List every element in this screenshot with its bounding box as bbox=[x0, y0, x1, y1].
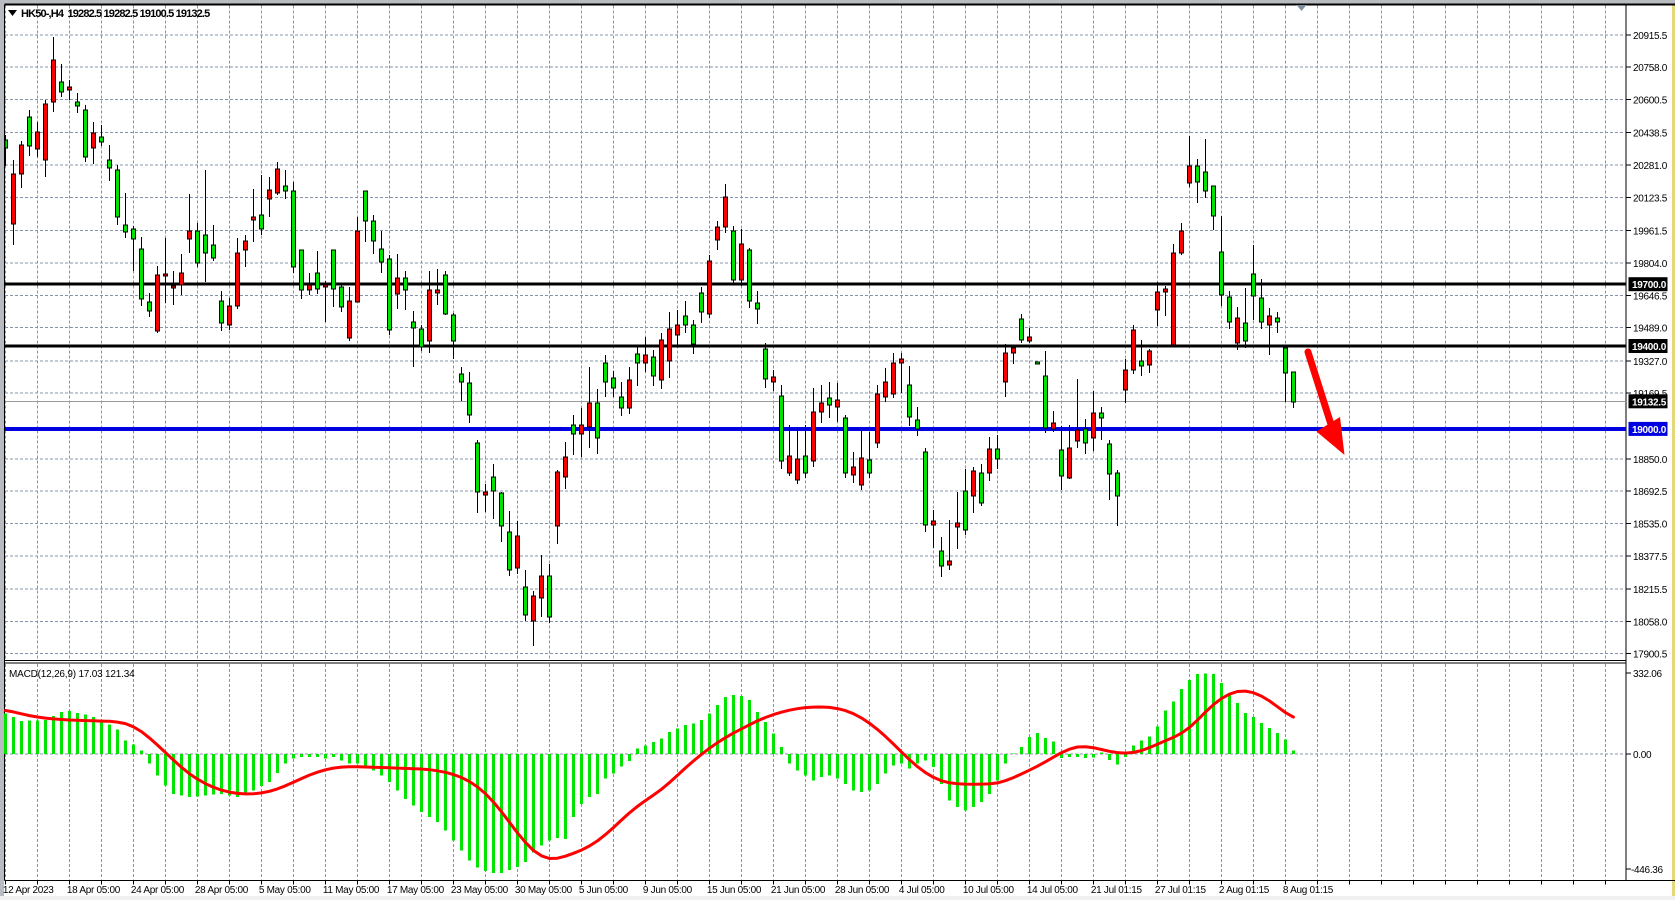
svg-text:18850.0: 18850.0 bbox=[1633, 455, 1668, 466]
svg-text:10 Jul 05:00: 10 Jul 05:00 bbox=[963, 885, 1015, 896]
svg-text:19646.5: 19646.5 bbox=[1633, 291, 1668, 302]
svg-text:8 Aug 01:15: 8 Aug 01:15 bbox=[1283, 885, 1334, 896]
svg-text:19400.0: 19400.0 bbox=[1632, 342, 1667, 353]
svg-text:4 Jul 05:00: 4 Jul 05:00 bbox=[899, 885, 945, 896]
svg-text:20123.5: 20123.5 bbox=[1633, 193, 1668, 204]
svg-text:17900.5: 17900.5 bbox=[1633, 650, 1668, 661]
svg-text:17 May 05:00: 17 May 05:00 bbox=[387, 885, 445, 896]
svg-text:18215.5: 18215.5 bbox=[1633, 585, 1668, 596]
svg-text:MACD(12,26,9) 17.03 121.34: MACD(12,26,9) 17.03 121.34 bbox=[9, 669, 135, 680]
svg-text:18058.0: 18058.0 bbox=[1633, 617, 1668, 628]
svg-text:HK50-,H4 19282.5 19282.5 1910: HK50-,H4 19282.5 19282.5 19100.5 19132.5 bbox=[21, 8, 210, 20]
svg-text:12 Apr 2023: 12 Apr 2023 bbox=[3, 885, 54, 896]
svg-text:5 May 05:00: 5 May 05:00 bbox=[259, 885, 311, 896]
svg-text:20438.5: 20438.5 bbox=[1633, 129, 1668, 140]
svg-text:27 Jul 01:15: 27 Jul 01:15 bbox=[1155, 885, 1207, 896]
svg-text:14 Jul 05:00: 14 Jul 05:00 bbox=[1027, 885, 1079, 896]
svg-text:19489.0: 19489.0 bbox=[1633, 324, 1668, 335]
svg-text:2 Aug 01:15: 2 Aug 01:15 bbox=[1219, 885, 1270, 896]
svg-text:18377.5: 18377.5 bbox=[1633, 552, 1668, 563]
svg-text:19327.0: 19327.0 bbox=[1633, 357, 1668, 368]
svg-text:28 Apr 05:00: 28 Apr 05:00 bbox=[195, 885, 249, 896]
svg-text:21 Jul 01:15: 21 Jul 01:15 bbox=[1091, 885, 1143, 896]
svg-text:23 May 05:00: 23 May 05:00 bbox=[451, 885, 509, 896]
svg-text:20600.5: 20600.5 bbox=[1633, 95, 1668, 106]
svg-text:11 May 05:00: 11 May 05:00 bbox=[323, 885, 380, 896]
svg-text:20915.5: 20915.5 bbox=[1633, 31, 1668, 42]
svg-text:18535.0: 18535.0 bbox=[1633, 520, 1668, 531]
svg-text:332.06: 332.06 bbox=[1633, 669, 1663, 680]
svg-text:0.00: 0.00 bbox=[1633, 750, 1652, 761]
svg-text:18 Apr 05:00: 18 Apr 05:00 bbox=[67, 885, 121, 896]
svg-text:18692.5: 18692.5 bbox=[1633, 487, 1668, 498]
svg-text:19000.0: 19000.0 bbox=[1632, 425, 1667, 436]
svg-text:19961.5: 19961.5 bbox=[1633, 227, 1668, 238]
svg-text:-446.36: -446.36 bbox=[1631, 865, 1664, 876]
svg-text:19804.0: 19804.0 bbox=[1633, 259, 1668, 270]
svg-text:30 May 05:00: 30 May 05:00 bbox=[515, 885, 573, 896]
svg-text:21 Jun 05:00: 21 Jun 05:00 bbox=[771, 885, 826, 896]
svg-text:20758.0: 20758.0 bbox=[1633, 63, 1668, 74]
svg-text:24 Apr 05:00: 24 Apr 05:00 bbox=[131, 885, 185, 896]
svg-text:20281.0: 20281.0 bbox=[1633, 161, 1668, 172]
svg-text:15 Jun 05:00: 15 Jun 05:00 bbox=[707, 885, 762, 896]
svg-text:19700.0: 19700.0 bbox=[1632, 280, 1667, 291]
svg-text:5 Jun 05:00: 5 Jun 05:00 bbox=[579, 885, 629, 896]
svg-text:19132.5: 19132.5 bbox=[1632, 397, 1667, 408]
svg-text:9 Jun 05:00: 9 Jun 05:00 bbox=[643, 885, 693, 896]
svg-text:28 Jun 05:00: 28 Jun 05:00 bbox=[835, 885, 890, 896]
